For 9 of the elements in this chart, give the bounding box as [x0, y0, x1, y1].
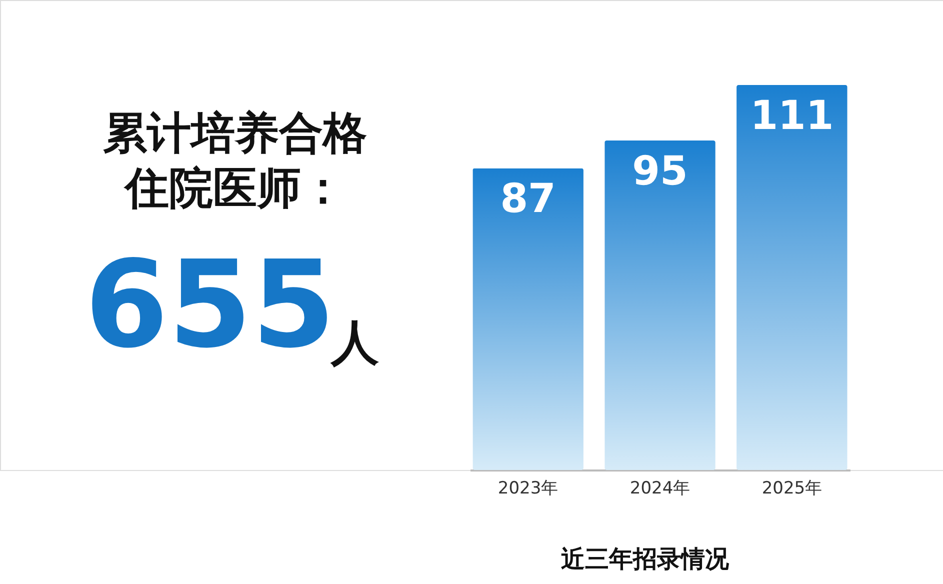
data-label: 87	[500, 176, 556, 222]
text: 住院医师：	[123, 163, 345, 214]
x-tick-label: 2024年	[630, 478, 690, 498]
x-tick-label: 2025年	[762, 478, 822, 498]
x-tick-label: 2023年	[498, 478, 558, 498]
text: 累计培养合格	[103, 108, 367, 159]
data-label: 95	[632, 148, 688, 194]
data-label: 111	[750, 93, 834, 139]
text: 近三年招录情况	[561, 545, 730, 573]
